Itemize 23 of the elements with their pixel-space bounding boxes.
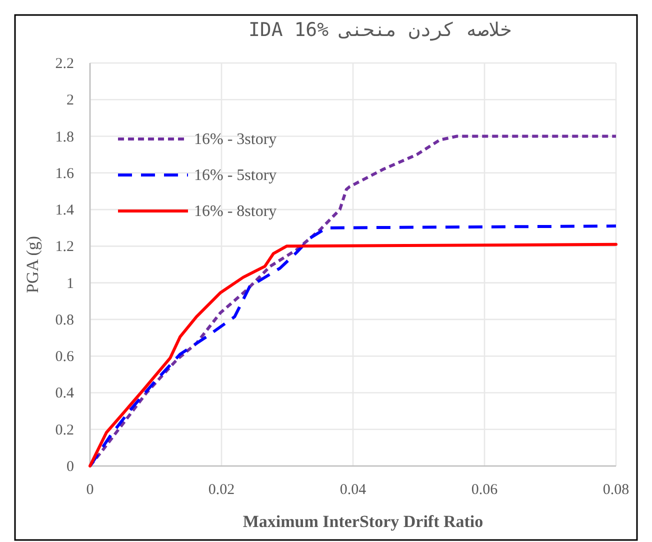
y-tick-label: 1 [66, 276, 74, 292]
x-axis-title: Maximum InterStory Drift Ratio [242, 512, 484, 531]
y-axis-title: PGA (g) [23, 236, 42, 294]
x-tick-label: 0.08 [602, 482, 630, 498]
x-tick-label: 0.04 [340, 482, 367, 498]
y-tick-label: 0 [66, 459, 74, 475]
y-tick-label: 0.2 [55, 422, 74, 438]
y-tick-label: 0.8 [55, 312, 74, 328]
y-tick-label: 0.6 [55, 349, 74, 366]
y-tick-label: 0.4 [55, 386, 74, 402]
legend-label: 16% - 3story [194, 131, 277, 148]
chart-title: خلاصه کردن منحنی IDA 16% [248, 19, 512, 41]
legend-label: 16% - 8story [194, 203, 277, 220]
y-tick-label: 1.8 [55, 129, 74, 146]
legend-label: 16% - 5story [194, 167, 277, 184]
y-tick-label: 2.2 [55, 56, 74, 72]
x-tick-label: 0.02 [208, 482, 235, 498]
y-tick-label: 1.6 [55, 166, 74, 182]
x-tick-label: 0 [86, 482, 94, 498]
y-tick-label: 1.4 [55, 202, 74, 219]
y-tick-label: 2 [66, 92, 74, 109]
y-tick-label: 1.2 [55, 239, 74, 256]
x-tick-label: 0.06 [471, 482, 498, 498]
